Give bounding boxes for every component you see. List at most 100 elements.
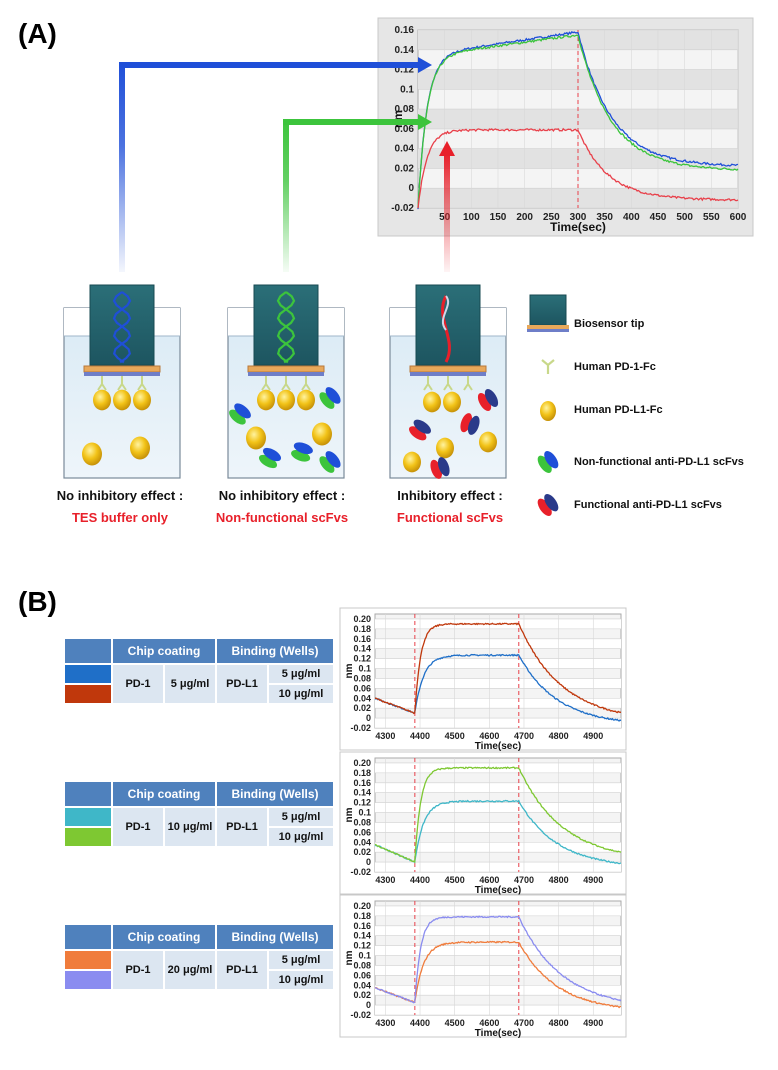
x-tick-label: 150 bbox=[490, 212, 507, 223]
x-tick-label: 4600 bbox=[479, 1018, 499, 1028]
x-tick-label: 350 bbox=[596, 212, 613, 223]
signal-helix bbox=[276, 291, 296, 364]
caption-1-line2: TES buffer only bbox=[71, 510, 169, 525]
binding-cell: PD-L1 bbox=[217, 808, 267, 846]
y-tick-label: 0.18 bbox=[353, 624, 371, 634]
scfv bbox=[409, 419, 431, 441]
grid-band bbox=[375, 638, 621, 649]
tip-pad bbox=[409, 365, 487, 373]
y-tick-label: 0.04 bbox=[353, 837, 371, 847]
biosensor-tip-icon-pad bbox=[527, 325, 569, 329]
chart-b3: -0.0200.020.040.060.080.10.120.140.160.1… bbox=[339, 894, 627, 1039]
chip-cell: PD-1 bbox=[113, 808, 163, 846]
panel-a-diagram: -0.0200.020.040.060.080.10.120.140.16501… bbox=[63, 17, 754, 516]
signal-helix bbox=[276, 291, 296, 364]
scfv-domain bbox=[325, 387, 341, 404]
swatch-high bbox=[65, 828, 111, 846]
pdl1-ball bbox=[423, 391, 441, 413]
binding-header: Binding (Wells) bbox=[217, 639, 333, 663]
condition-table-1: Chip coating Binding (Wells) PD-1 5 μg/m… bbox=[63, 637, 335, 705]
swatch-low bbox=[65, 808, 111, 826]
scfv-domain bbox=[293, 442, 313, 455]
chip-conc-cell: 20 μg/ml bbox=[165, 951, 215, 989]
pdl1-ball bbox=[130, 436, 150, 460]
conc-high-cell: 10 μg/ml bbox=[269, 828, 333, 846]
grid-band bbox=[375, 782, 621, 793]
y-tick-label: 0.20 bbox=[353, 758, 371, 768]
x-tick-label: 100 bbox=[463, 212, 480, 223]
x-tick-label: 500 bbox=[676, 212, 693, 223]
x-tick-label: 4800 bbox=[549, 1018, 569, 1028]
swatch-high bbox=[65, 971, 111, 989]
caption-3-line1: Inhibitory effect : bbox=[397, 488, 503, 503]
x-tick-label: 4600 bbox=[479, 731, 499, 741]
grid-band bbox=[375, 822, 621, 833]
grid-band bbox=[375, 965, 621, 976]
chip-coating-header: Chip coating bbox=[113, 782, 215, 806]
scfv bbox=[537, 494, 559, 516]
y-tick-label: -0.02 bbox=[350, 1010, 371, 1020]
y-tick-label: 0.14 bbox=[353, 644, 371, 654]
pd1-receptor bbox=[261, 376, 271, 391]
x-tick-label: 4700 bbox=[514, 731, 534, 741]
x-tick-label: 4800 bbox=[549, 731, 569, 741]
swatch-high bbox=[65, 685, 111, 703]
conc-low-cell: 5 μg/ml bbox=[269, 808, 333, 826]
x-tick-label: 4700 bbox=[514, 1018, 534, 1028]
x-tick-label: 4400 bbox=[410, 875, 430, 885]
signal-arrow-tail bbox=[441, 295, 449, 331]
x-axis-label: Time(sec) bbox=[475, 885, 522, 896]
x-tick-label: 4300 bbox=[375, 731, 395, 741]
x-tick-label: 200 bbox=[516, 212, 533, 223]
y-axis-label: nm bbox=[344, 807, 355, 822]
y-tick-label: 0.14 bbox=[353, 931, 371, 941]
pd1-receptor bbox=[137, 376, 147, 391]
legend-pd1-fc: Human PD-1-Fc bbox=[574, 361, 656, 373]
scfv-domain bbox=[234, 403, 251, 419]
chip-coating-header: Chip coating bbox=[113, 639, 215, 663]
x-tick-label: 4700 bbox=[514, 875, 534, 885]
arrow-blue bbox=[119, 57, 432, 272]
series-line bbox=[417, 127, 739, 209]
tip-pad bbox=[83, 365, 161, 373]
y-tick-label: 0.12 bbox=[353, 941, 371, 951]
y-tick-label: 0.04 bbox=[395, 144, 415, 155]
tip-layer bbox=[248, 372, 324, 376]
pdl1-ball bbox=[312, 422, 332, 446]
x-tick-label: 4300 bbox=[375, 1018, 395, 1028]
y-tick-label: 0.02 bbox=[395, 163, 415, 174]
caption-3-line2: Functional scFvs bbox=[396, 510, 504, 525]
scfv-domain bbox=[477, 392, 492, 412]
scfv-domain bbox=[325, 451, 341, 468]
tip-layer bbox=[84, 372, 160, 376]
scfv bbox=[537, 451, 559, 473]
panel-a-label: (A) bbox=[18, 18, 57, 49]
pdl1-ball bbox=[479, 431, 497, 453]
scfv-domain bbox=[413, 419, 431, 434]
signal-helix bbox=[112, 291, 132, 364]
pdl1-ball bbox=[277, 389, 295, 411]
y-tick-label: 0 bbox=[366, 1000, 371, 1010]
x-axis-label: Time(sec) bbox=[475, 741, 522, 752]
scfv-domain bbox=[319, 392, 335, 409]
y-tick-label: 0.18 bbox=[353, 911, 371, 921]
series-line bbox=[375, 653, 622, 722]
y-tick-label: 0.12 bbox=[353, 654, 371, 664]
signal-helix bbox=[112, 291, 132, 364]
swatch-low bbox=[65, 665, 111, 683]
biosensor-tip bbox=[89, 284, 155, 366]
scfv-domain bbox=[537, 498, 552, 516]
grid-band bbox=[375, 985, 621, 996]
chart-b1: -0.0200.020.040.060.080.10.120.140.160.1… bbox=[339, 607, 627, 752]
pd1-receptor bbox=[301, 376, 311, 391]
chip-conc-cell: 10 μg/ml bbox=[165, 808, 215, 846]
grid-band bbox=[375, 658, 621, 669]
arrow-red bbox=[439, 141, 455, 272]
y-axis-label: nm bbox=[344, 663, 355, 678]
legend-functional-scfv: Functional anti-PD-L1 scFvs bbox=[574, 499, 722, 511]
scfv-domain bbox=[467, 415, 480, 435]
x-tick-label: 4900 bbox=[583, 1018, 603, 1028]
y-tick-label: 0 bbox=[366, 857, 371, 867]
pd1-fc-icon bbox=[541, 359, 555, 374]
y-tick-label: 0.08 bbox=[353, 960, 371, 970]
